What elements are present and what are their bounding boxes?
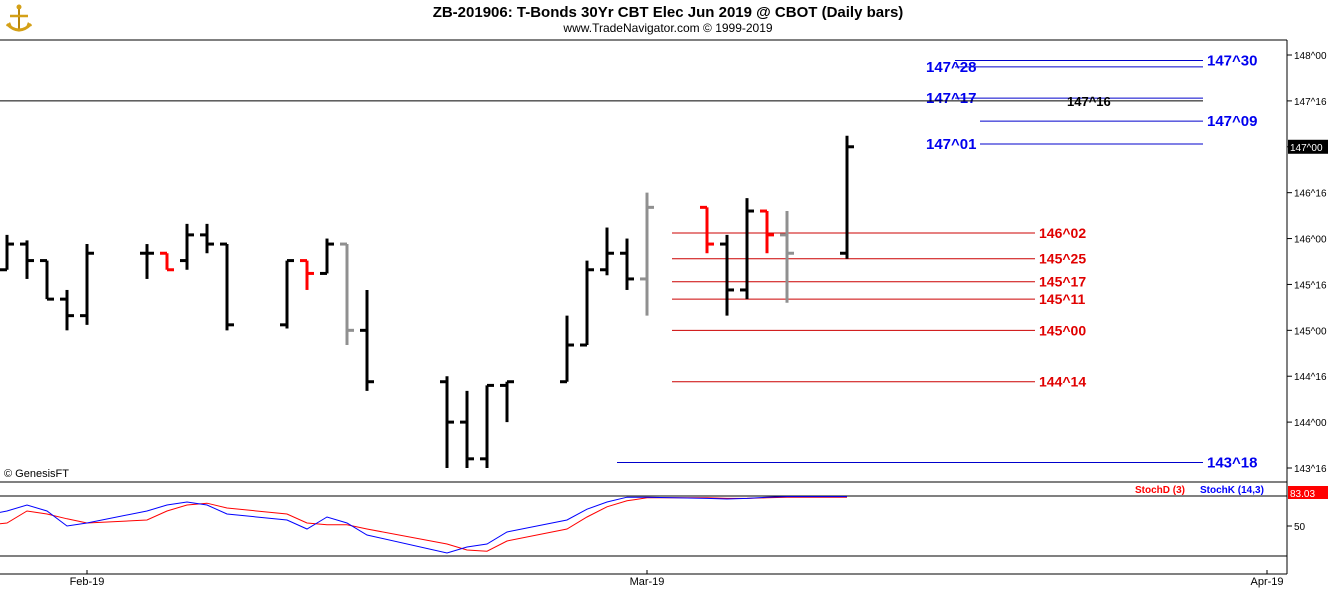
tradenavigator-logo-icon bbox=[4, 2, 34, 36]
level-label: 147^09 bbox=[1207, 113, 1257, 130]
y-tick-label: 147^16 bbox=[1294, 97, 1327, 108]
price-axis: 148^00 147^16 147^00 146^16 146^00 145^16 145^… bbox=[1287, 51, 1328, 475]
y-tick-label: 144^00 bbox=[1294, 418, 1327, 429]
chart-title: ZB-201906: T-Bonds 30Yr CBT Elec Jun 201… bbox=[432, 4, 904, 21]
y-tick-label: 144^16 bbox=[1294, 372, 1327, 383]
ohlc-bar bbox=[280, 259, 294, 329]
x-tick-label: Mar-19 bbox=[630, 576, 665, 588]
ohlc-bar bbox=[0, 234, 14, 272]
stochastic-panel: StochD (3) StochK (14,3) 83.03 50 bbox=[0, 485, 1328, 554]
y-tick-label: 143^16 bbox=[1294, 464, 1327, 475]
chart-header: ZB-201906: T-Bonds 30Yr CBT Elec Jun 201… bbox=[0, 0, 1336, 40]
level-label: 147^17 bbox=[926, 90, 976, 107]
ohlc-bar bbox=[80, 244, 94, 325]
y-tick-label: 146^16 bbox=[1294, 189, 1327, 200]
ohlc-bar bbox=[180, 223, 194, 270]
level-label: 145^17 bbox=[1039, 274, 1086, 290]
stoch-tick-label: 50 bbox=[1294, 522, 1306, 533]
level-label: 145^00 bbox=[1039, 322, 1086, 338]
level-label: 145^11 bbox=[1039, 291, 1086, 307]
ohlc-bar bbox=[200, 223, 214, 254]
level-label: 144^14 bbox=[1039, 374, 1086, 390]
level-label: 147^28 bbox=[926, 59, 976, 76]
ohlc-bar bbox=[840, 135, 854, 259]
current-price-label: 147^00 bbox=[1290, 143, 1323, 154]
x-tick-label: Apr-19 bbox=[1250, 576, 1283, 588]
ohlc-bar bbox=[440, 376, 454, 468]
y-tick-label: 145^16 bbox=[1294, 280, 1327, 291]
ohlc-bars bbox=[0, 135, 854, 468]
stoch-value-label: 83.03 bbox=[1290, 489, 1315, 500]
stoch-value-badge bbox=[1288, 486, 1328, 499]
y-tick-label: 148^00 bbox=[1294, 51, 1327, 62]
stoch-d-legend: StochD (3) bbox=[1135, 485, 1185, 496]
ohlc-bar bbox=[600, 227, 614, 276]
ohlc-bar bbox=[140, 244, 154, 279]
ohlc-bar bbox=[620, 238, 634, 290]
stoch-d-line bbox=[0, 496, 847, 552]
level-label: 143^18 bbox=[1207, 454, 1257, 471]
watermark: © GenesisFT bbox=[4, 468, 69, 480]
ohlc-bar bbox=[460, 390, 474, 468]
current-price-badge bbox=[1288, 139, 1328, 154]
ohlc-bar bbox=[580, 260, 594, 347]
ohlc-bar bbox=[640, 192, 654, 316]
ohlc-bar bbox=[780, 211, 794, 303]
level-label: 147^16 bbox=[1067, 94, 1111, 109]
ohlc-bar bbox=[300, 259, 314, 290]
stoch-k-line bbox=[0, 496, 847, 554]
ohlc-bar bbox=[40, 259, 54, 301]
y-tick-label: 145^00 bbox=[1294, 326, 1327, 337]
ohlc-bar bbox=[720, 234, 734, 316]
ohlc-bar bbox=[500, 380, 514, 423]
ohlc-bar bbox=[480, 383, 494, 468]
ohlc-bar bbox=[340, 242, 354, 346]
ohlc-bar bbox=[360, 289, 374, 391]
x-tick-label: Feb-19 bbox=[70, 576, 105, 588]
ohlc-bar bbox=[740, 198, 754, 300]
ohlc-bar bbox=[320, 238, 334, 275]
date-axis: Feb-19 Mar-19 Apr-19 bbox=[70, 570, 1284, 588]
level-label: 146^02 bbox=[1039, 225, 1086, 241]
level-label: 147^01 bbox=[926, 136, 976, 153]
ohlc-bar bbox=[760, 209, 774, 254]
ohlc-bar bbox=[220, 242, 234, 331]
ohlc-bar bbox=[160, 251, 174, 272]
ohlc-bar bbox=[700, 205, 714, 254]
ohlc-bar bbox=[60, 289, 74, 331]
y-tick-label: 146^00 bbox=[1294, 235, 1327, 246]
copyright-text: www.TradeNavigator.com © 1999-2019 bbox=[563, 21, 773, 35]
stoch-k-legend: StochK (14,3) bbox=[1200, 485, 1264, 496]
ohlc-bar bbox=[20, 240, 34, 279]
level-label: 147^30 bbox=[1207, 53, 1257, 70]
level-label: 145^25 bbox=[1039, 251, 1086, 267]
price-levels: 147^30 147^28 147^17 147^16 147^09 147^01 146^… bbox=[0, 53, 1257, 471]
ohlc-bar bbox=[560, 315, 574, 384]
